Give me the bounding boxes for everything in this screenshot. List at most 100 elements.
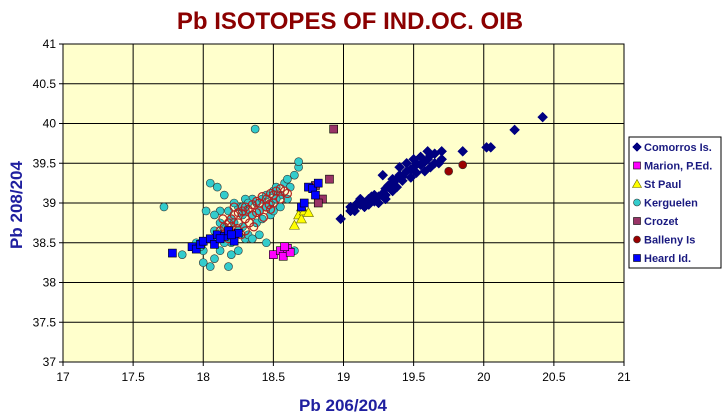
kerguelen-point (205, 262, 215, 271)
legend-entry: St Paul (644, 179, 681, 191)
chart-title: Pb ISOTOPES OF IND.OC. OIB (177, 8, 523, 35)
kerguelen-point (215, 246, 225, 255)
kerguelen-point (210, 210, 219, 220)
overlay-point (265, 204, 276, 214)
y-tick-label: 40 (43, 117, 57, 131)
balleny-is-point (444, 166, 453, 176)
overlay-point (249, 222, 259, 232)
kerguelen-point (262, 238, 271, 248)
heard-id-point (227, 230, 236, 240)
overlay-point (282, 188, 292, 199)
comorros-is-point (363, 199, 375, 210)
overlay-point (251, 207, 262, 218)
comorros-is-point (422, 145, 434, 157)
y-tick-label: 37 (43, 355, 57, 369)
comorros-is-point (397, 175, 408, 187)
y-tick-label: 39 (43, 196, 57, 210)
axis-ticks: 17 17.5 18 18.5 19 19.5 20 20.5 21 37 37.5 38 38.5 39… (33, 37, 631, 384)
kerguelen-point (198, 258, 208, 267)
comorros-is-point (415, 151, 426, 163)
comorros-is-point (457, 145, 469, 157)
overlay-point (279, 186, 290, 196)
overlay-point (218, 214, 228, 224)
legend-marker (633, 254, 641, 262)
y-tick-label: 38.5 (33, 236, 57, 250)
kerguelen-point (294, 157, 303, 166)
comorros-is-point (537, 111, 549, 123)
kerguelen-point (250, 124, 260, 134)
comorros-is-point (509, 124, 520, 136)
comorros-is-point (335, 213, 347, 225)
kerguelen-point (212, 182, 222, 192)
legend-entry: Crozet (644, 216, 679, 228)
comorros-is-point (349, 201, 361, 213)
overlay-point (264, 199, 274, 210)
kerguelen-point (177, 250, 187, 259)
comorros-is-point (405, 172, 417, 183)
crozet-point (313, 198, 323, 208)
comorros-is-point (429, 157, 441, 169)
kerguelen-point (219, 190, 229, 200)
kerguelen-point (205, 178, 215, 188)
comorros-is-point (436, 145, 448, 157)
crozet-point (329, 124, 338, 134)
balleny-is-point (458, 160, 468, 170)
kerguelen-point (234, 246, 243, 255)
crozet-point (325, 174, 334, 184)
legend-entry: Kerguelen (644, 198, 698, 210)
legend-entry: Marion, P.Ed. (644, 161, 712, 173)
comorros-is-point (380, 189, 391, 201)
kerguelen-point (224, 262, 233, 271)
st-paul-point (288, 219, 300, 230)
heard-id-point (311, 190, 320, 200)
overlay-point (275, 194, 285, 204)
heard-id-point (313, 178, 323, 188)
y-tick-label: 38 (43, 276, 57, 290)
x-tick-label: 20.5 (542, 370, 566, 384)
x-tick-label: 18.5 (262, 370, 286, 384)
legend-marker (633, 217, 641, 225)
kerguelen-point (255, 230, 264, 240)
legend-marker (632, 142, 642, 152)
y-tick-label: 39.5 (33, 156, 57, 170)
comorros-is-point (354, 193, 366, 205)
marion-p-ed-point (285, 247, 295, 257)
kerguelen-point (227, 250, 236, 259)
legend-box (628, 136, 722, 269)
x-tick-label: 19.5 (402, 370, 426, 384)
comorros-is-point (394, 161, 405, 173)
x-tick-label: 17.5 (121, 370, 145, 384)
legend-entry: Comorros Is. (644, 142, 712, 154)
comorros-is-point (377, 169, 389, 181)
overlay-point (233, 218, 243, 228)
comorros-is-point (401, 157, 412, 169)
y-axis-label: Pb 208/204 (7, 161, 26, 249)
legend-marker (631, 178, 643, 188)
kerguelen-point (283, 174, 292, 184)
heard-id-point (299, 198, 309, 208)
x-tick-label: 19 (337, 370, 351, 384)
marion-p-ed-point (280, 242, 289, 252)
overlay-point (229, 202, 239, 212)
x-tick-label: 20 (477, 370, 491, 384)
st-paul-point (295, 213, 307, 224)
heard-id-point (210, 240, 219, 249)
legend-entry: Balleny Is (644, 235, 695, 247)
data-points (159, 111, 549, 271)
kerguelen-point (159, 202, 169, 212)
comorros-is-point (387, 173, 398, 185)
x-tick-label: 18 (197, 370, 211, 384)
x-axis-label: Pb 206/204 (299, 396, 387, 415)
kerguelen-point (248, 234, 257, 244)
x-tick-label: 17 (56, 370, 70, 384)
comorros-is-point (387, 185, 398, 197)
overlay-point (258, 212, 269, 222)
y-tick-label: 41 (43, 37, 57, 51)
y-tick-label: 37.5 (33, 315, 57, 329)
y-tick-label: 40.5 (33, 77, 57, 91)
comorros-is-point (485, 141, 497, 153)
legend-marker (633, 235, 641, 244)
heard-id-point (215, 234, 225, 244)
